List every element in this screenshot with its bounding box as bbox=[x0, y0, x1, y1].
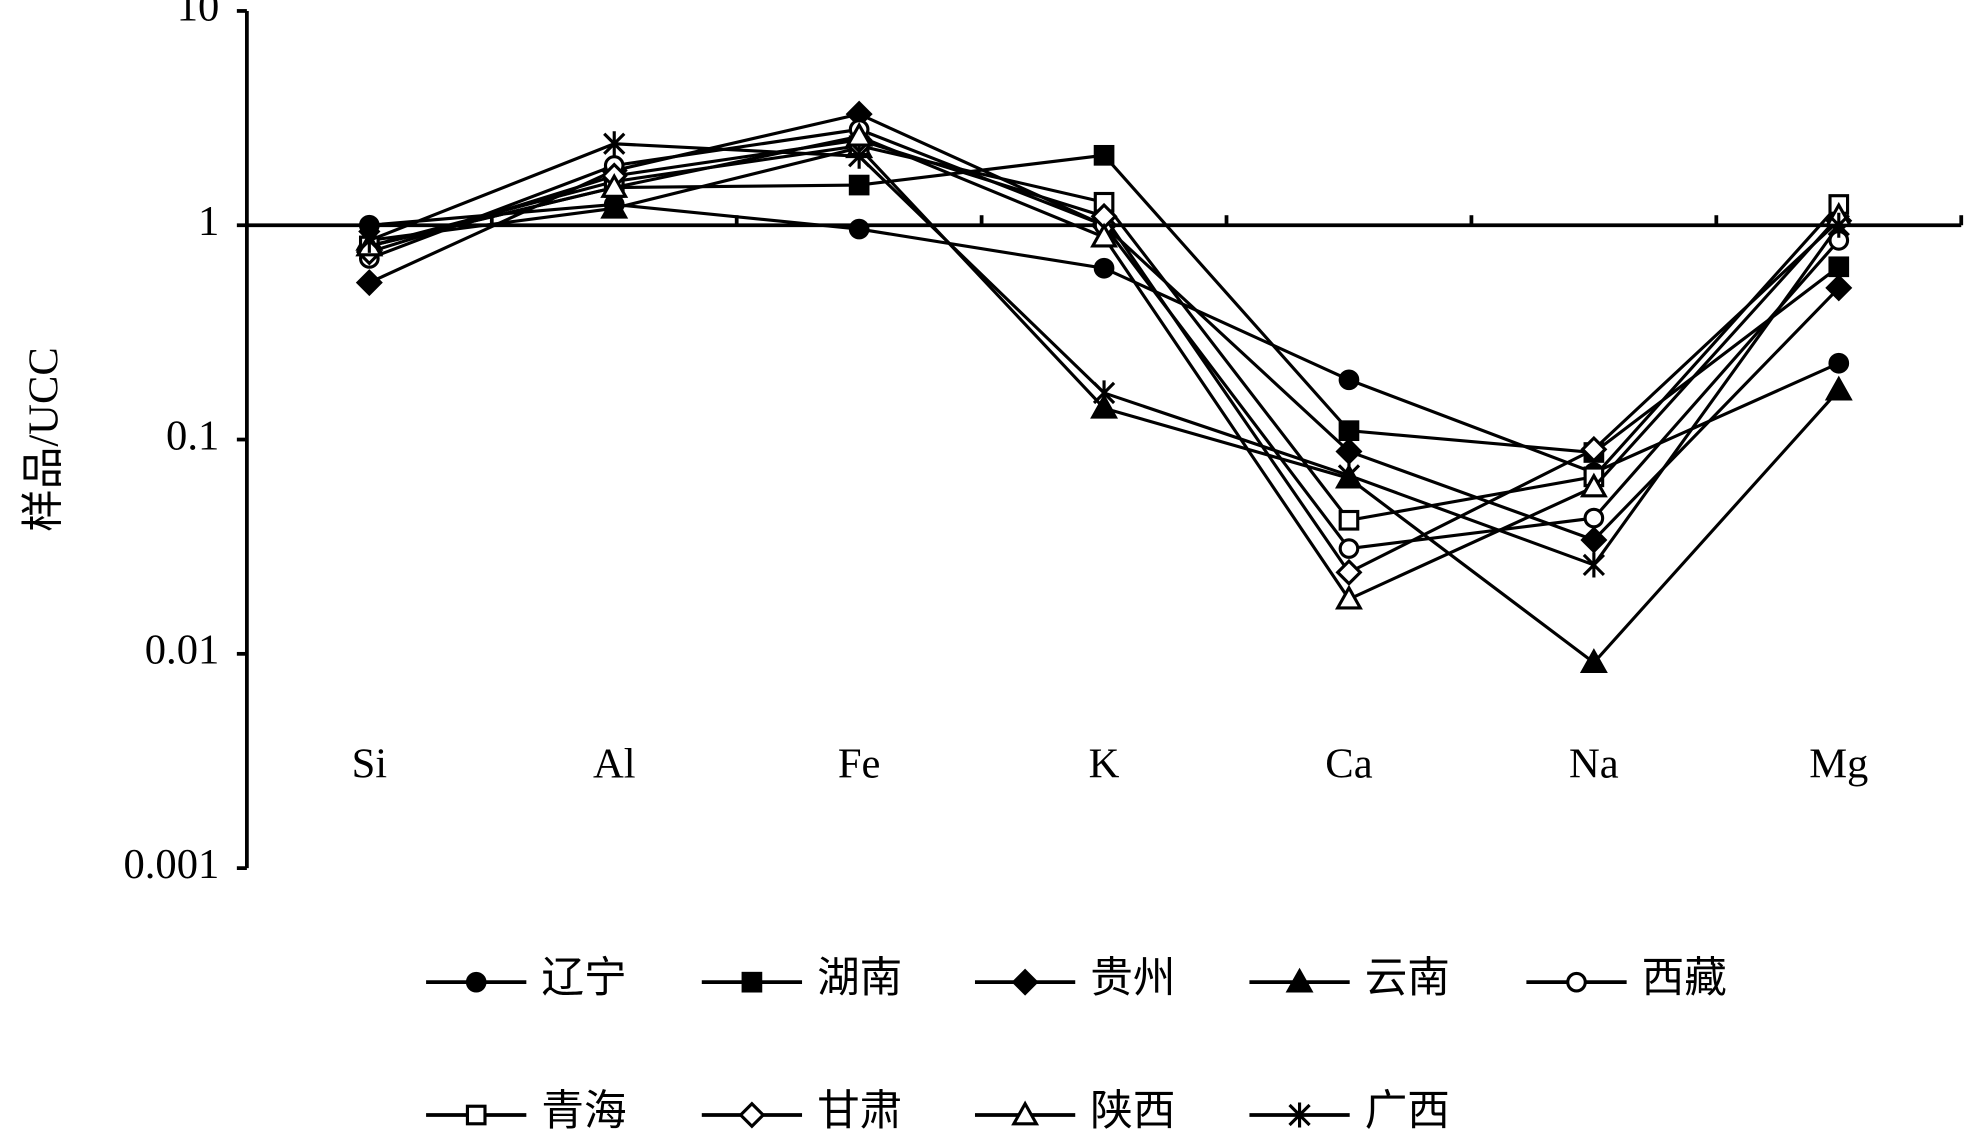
legend-marker bbox=[741, 971, 763, 993]
y-tick-label: 10 bbox=[177, 0, 220, 31]
data-point bbox=[1828, 352, 1850, 374]
legend-label: 辽宁 bbox=[541, 955, 626, 1002]
legend-label: 云南 bbox=[1365, 955, 1450, 1002]
x-tick-label: Na bbox=[1569, 741, 1619, 788]
data-point bbox=[1580, 435, 1608, 463]
data-point bbox=[1090, 222, 1119, 248]
data-point bbox=[848, 218, 870, 240]
data-point bbox=[1337, 462, 1361, 488]
y-tick-label: 1 bbox=[198, 198, 219, 245]
y-tick-label: 0.1 bbox=[166, 412, 219, 459]
legend-marker bbox=[465, 971, 487, 993]
data-point bbox=[1090, 393, 1119, 419]
legend-marker bbox=[1285, 967, 1314, 993]
legend-label: 甘肃 bbox=[817, 1088, 902, 1135]
data-point bbox=[600, 193, 629, 219]
series-line bbox=[368, 112, 1840, 542]
x-tick-label: Fe bbox=[838, 741, 881, 788]
legend-marker bbox=[1011, 968, 1039, 996]
data-point bbox=[358, 227, 381, 253]
data-point bbox=[1093, 257, 1115, 279]
y-axis-label: 样品/UCC bbox=[20, 347, 67, 532]
data-point bbox=[1828, 256, 1850, 278]
legend-marker bbox=[738, 1101, 766, 1129]
x-tick-label: Ca bbox=[1325, 741, 1372, 788]
data-point bbox=[1582, 552, 1606, 578]
data-point bbox=[1335, 558, 1363, 586]
data-point bbox=[1579, 648, 1608, 673]
data-point bbox=[848, 174, 870, 196]
legend-marker bbox=[465, 1104, 487, 1126]
legend-label: 湖南 bbox=[817, 955, 902, 1002]
legend-marker bbox=[1566, 971, 1587, 993]
data-point bbox=[1579, 472, 1608, 498]
data-point bbox=[1338, 509, 1360, 531]
data-point bbox=[1338, 420, 1360, 442]
x-tick-label: Mg bbox=[1809, 741, 1868, 788]
legend-label: 青海 bbox=[541, 1088, 626, 1135]
data-point bbox=[1580, 526, 1608, 554]
x-tick-label: Al bbox=[593, 741, 636, 788]
legend-marker bbox=[1288, 1102, 1311, 1128]
data-point bbox=[1335, 437, 1363, 465]
x-tick-label: Si bbox=[352, 741, 388, 788]
legend-label: 广西 bbox=[1365, 1088, 1450, 1135]
legend-marker bbox=[1011, 1100, 1040, 1126]
data-point bbox=[603, 131, 626, 157]
legend-label: 陕西 bbox=[1090, 1088, 1175, 1135]
data-point bbox=[1338, 538, 1360, 559]
data-point bbox=[1335, 584, 1363, 610]
data-point bbox=[848, 143, 871, 169]
data-point bbox=[1338, 369, 1360, 391]
data-point bbox=[600, 173, 629, 198]
data-point bbox=[1583, 507, 1605, 529]
data-point bbox=[1827, 212, 1850, 238]
data-point bbox=[355, 269, 383, 297]
data-point bbox=[1092, 380, 1116, 406]
legend-label: 贵州 bbox=[1090, 955, 1175, 1002]
x-tick-label: K bbox=[1089, 741, 1120, 788]
y-tick-label: 0.01 bbox=[145, 627, 220, 674]
legend-label: 西藏 bbox=[1642, 955, 1727, 1002]
data-point bbox=[1093, 144, 1115, 166]
data-point bbox=[1824, 375, 1853, 401]
data-point bbox=[1825, 274, 1853, 302]
y-tick-label: 0.001 bbox=[123, 841, 219, 888]
